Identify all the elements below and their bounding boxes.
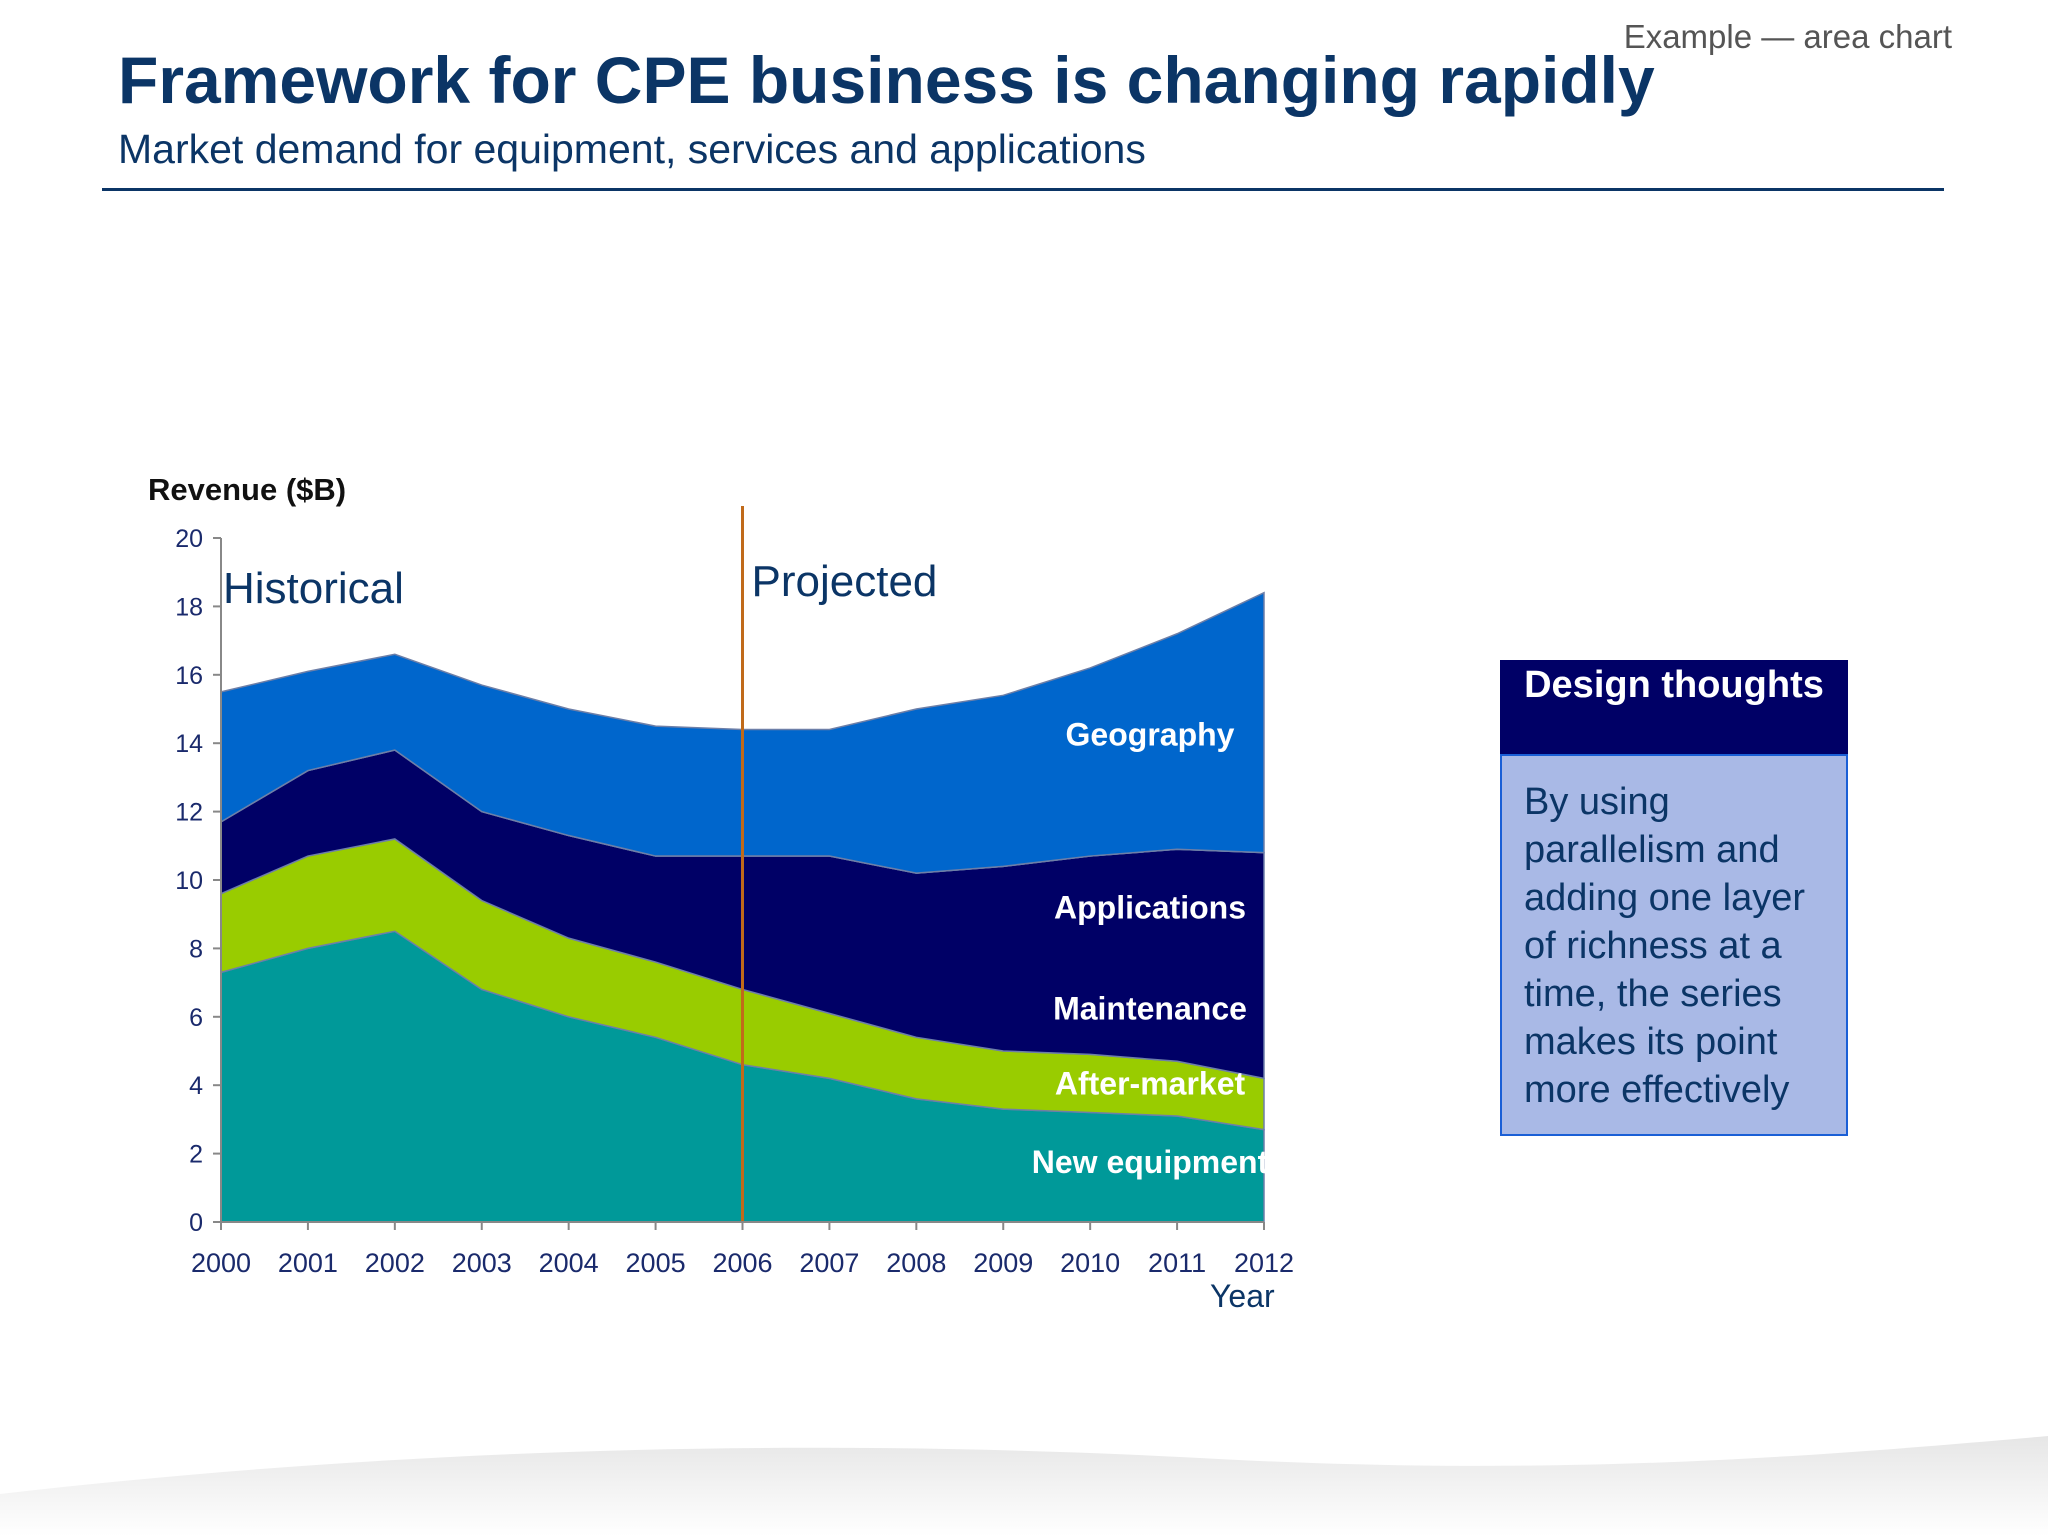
x-axis-label: Year xyxy=(1210,1278,1275,1314)
x-tick-label: 2011 xyxy=(1148,1248,1206,1278)
series-label-geography: Geography xyxy=(1066,717,1235,753)
series-label-new-equipment: New equipment xyxy=(1032,1144,1269,1180)
y-tick-label: 8 xyxy=(189,935,203,963)
y-tick-label: 18 xyxy=(175,593,203,621)
x-tick-label: 2000 xyxy=(191,1248,251,1278)
x-tick-label: 2006 xyxy=(712,1248,772,1278)
y-axis-label: Revenue ($B) xyxy=(148,472,347,507)
example-tag: Example — area chart xyxy=(1623,18,1952,55)
x-tick-label: 2003 xyxy=(452,1248,512,1278)
x-tick-label: 2001 xyxy=(278,1248,338,1278)
design-thoughts-heading: Design thoughts xyxy=(1500,660,1848,756)
y-tick-label: 0 xyxy=(189,1209,203,1237)
page-title: Framework for CPE business is changing r… xyxy=(118,43,1655,117)
y-tick-label: 10 xyxy=(175,867,203,895)
y-tick-label: 4 xyxy=(189,1072,203,1100)
series-label-after-market: After-market xyxy=(1055,1065,1246,1101)
y-tick-label: 14 xyxy=(175,730,203,758)
series-label-maintenance: Maintenance xyxy=(1053,990,1247,1026)
footer-wave xyxy=(0,1436,2048,1536)
y-tick-label: 12 xyxy=(175,799,203,827)
x-tick-label: 2012 xyxy=(1234,1248,1294,1278)
y-tick-label: 16 xyxy=(175,662,203,690)
x-tick-label: 2010 xyxy=(1060,1248,1120,1278)
series-label-applications: Applications xyxy=(1054,889,1246,925)
y-tick-label: 2 xyxy=(189,1141,203,1169)
historical-label: Historical xyxy=(223,564,404,613)
x-tick-label: 2009 xyxy=(973,1248,1033,1278)
x-tick-label: 2004 xyxy=(539,1248,599,1278)
series-labels: Historical Projected New equipment After-ma… xyxy=(223,557,1269,1180)
x-tick-label: 2007 xyxy=(799,1248,859,1278)
page-subtitle: Market demand for equipment, services an… xyxy=(118,126,1146,172)
x-tick-label: 2005 xyxy=(626,1248,686,1278)
title-divider xyxy=(102,188,1944,191)
x-tick-label: 2002 xyxy=(365,1248,425,1278)
x-tick-label: 2008 xyxy=(886,1248,946,1278)
y-tick-label: 20 xyxy=(175,525,203,553)
design-thoughts-body: By using parallelism and adding one laye… xyxy=(1500,754,1848,1136)
y-tick-label: 6 xyxy=(189,1004,203,1032)
chart-axes: 0 2 4 6 8 10 12 14 16 18 20 2000 2001 2002 2003 2004 200… xyxy=(175,506,1294,1278)
projected-label: Projected xyxy=(752,557,938,606)
